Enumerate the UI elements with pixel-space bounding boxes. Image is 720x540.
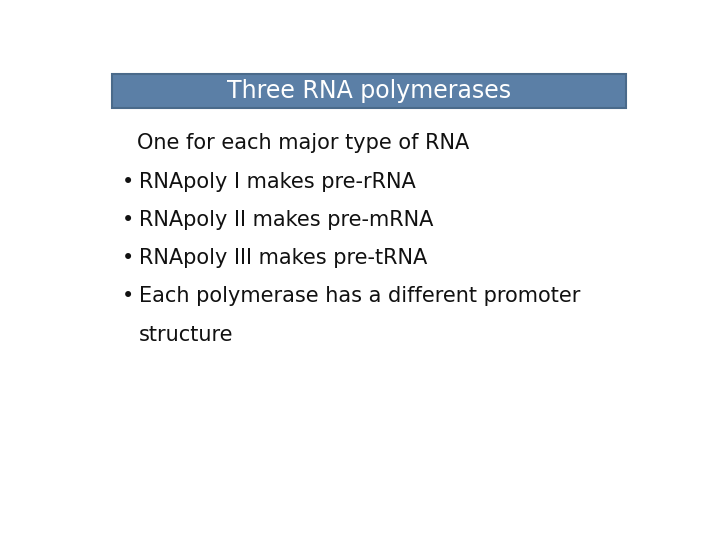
FancyBboxPatch shape bbox=[112, 75, 626, 109]
Text: •: • bbox=[122, 286, 135, 306]
Text: Three RNA polymerases: Three RNA polymerases bbox=[227, 79, 511, 104]
Text: Each polymerase has a different promoter: Each polymerase has a different promoter bbox=[139, 286, 580, 306]
Text: •: • bbox=[122, 210, 135, 230]
Text: •: • bbox=[122, 248, 135, 268]
Text: RNApoly III makes pre-tRNA: RNApoly III makes pre-tRNA bbox=[139, 248, 428, 268]
Text: One for each major type of RNA: One for each major type of RNA bbox=[138, 133, 469, 153]
Text: RNApoly II makes pre-mRNA: RNApoly II makes pre-mRNA bbox=[139, 210, 433, 230]
Text: structure: structure bbox=[139, 325, 233, 345]
Text: RNApoly I makes pre-rRNA: RNApoly I makes pre-rRNA bbox=[139, 172, 416, 192]
Text: •: • bbox=[122, 172, 135, 192]
